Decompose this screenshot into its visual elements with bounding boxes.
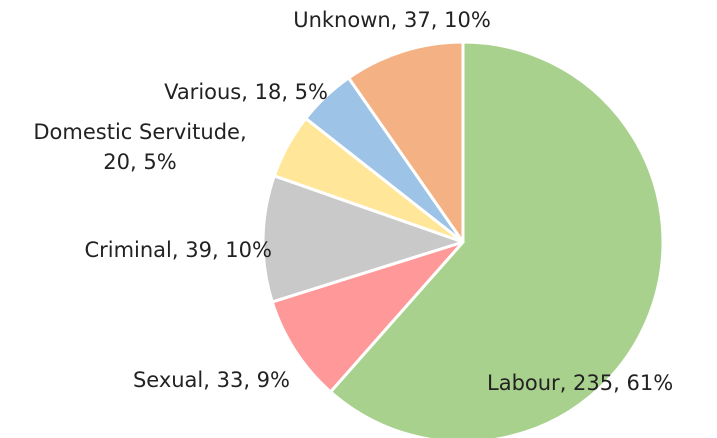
data-label: Criminal, 39, 10% [84,238,272,262]
pie-slice [270,240,465,394]
data-label: Sexual, 33, 9% [132,368,290,392]
pie-slice [329,40,665,438]
data-label: Unknown, 37, 10% [293,8,491,32]
pie-slice [347,40,465,244]
pie-slice [261,174,465,304]
data-label: Various, 18, 5% [164,80,328,104]
data-label: Domestic Servitude, 20, 5% [33,120,247,174]
data-label: Labour, 235, 61% [487,371,674,395]
